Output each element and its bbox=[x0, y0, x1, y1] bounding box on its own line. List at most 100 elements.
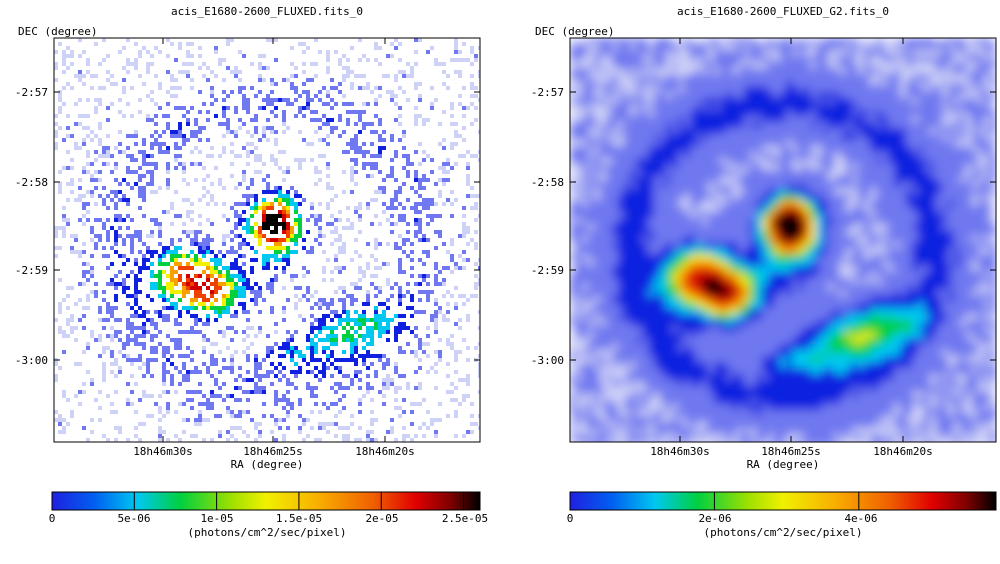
image-pixel bbox=[708, 50, 715, 57]
image-pixel bbox=[150, 286, 154, 290]
image-pixel bbox=[738, 98, 745, 105]
image-pixel bbox=[834, 56, 841, 63]
image-pixel bbox=[618, 122, 625, 129]
image-pixel bbox=[792, 116, 799, 123]
image-pixel bbox=[66, 126, 70, 130]
image-pixel bbox=[924, 50, 931, 57]
image-pixel bbox=[858, 134, 865, 141]
image-pixel bbox=[912, 68, 919, 75]
image-pixel bbox=[744, 80, 751, 87]
image-pixel bbox=[422, 198, 426, 202]
image-pixel bbox=[942, 140, 949, 147]
image-pixel bbox=[630, 188, 637, 195]
image-pixel bbox=[458, 378, 462, 382]
image-pixel bbox=[726, 38, 733, 45]
image-pixel bbox=[294, 98, 298, 102]
image-pixel bbox=[696, 182, 703, 189]
image-pixel bbox=[254, 170, 258, 174]
image-pixel bbox=[714, 146, 721, 153]
image-pixel bbox=[442, 70, 446, 74]
image-pixel bbox=[618, 80, 625, 87]
image-pixel bbox=[828, 62, 835, 69]
image-pixel bbox=[170, 250, 174, 254]
image-pixel bbox=[234, 274, 238, 278]
image-pixel bbox=[978, 74, 985, 81]
y-axis-label: DEC (degree) bbox=[18, 25, 97, 38]
image-pixel bbox=[94, 106, 98, 110]
image-pixel bbox=[294, 202, 298, 206]
image-pixel bbox=[422, 422, 426, 426]
image-pixel bbox=[262, 134, 266, 138]
image-pixel bbox=[454, 434, 458, 438]
image-pixel bbox=[94, 218, 98, 222]
image-pixel bbox=[350, 302, 354, 306]
image-pixel bbox=[570, 182, 577, 189]
image-pixel bbox=[238, 222, 242, 226]
image-pixel bbox=[660, 170, 667, 177]
image-pixel bbox=[678, 152, 685, 159]
image-pixel bbox=[858, 128, 865, 135]
image-pixel bbox=[226, 38, 230, 42]
image-pixel bbox=[864, 56, 871, 63]
image-pixel bbox=[362, 74, 366, 78]
image-pixel bbox=[948, 62, 955, 69]
image-pixel bbox=[94, 134, 98, 138]
image-pixel bbox=[130, 86, 134, 90]
image-pixel bbox=[198, 110, 202, 114]
image-pixel bbox=[762, 80, 769, 87]
image-pixel bbox=[214, 202, 218, 206]
image-pixel bbox=[282, 438, 286, 442]
image-pixel bbox=[126, 398, 130, 402]
image-pixel bbox=[214, 166, 218, 170]
image-pixel bbox=[306, 102, 310, 106]
image-pixel bbox=[912, 104, 919, 111]
image-pixel bbox=[672, 146, 679, 153]
colorbar-tick-label: 0 bbox=[49, 512, 56, 525]
image-pixel bbox=[618, 62, 625, 69]
image-pixel bbox=[648, 80, 655, 87]
image-pixel bbox=[894, 56, 901, 63]
image-pixel bbox=[570, 188, 577, 195]
image-pixel bbox=[660, 38, 667, 45]
image-pixel bbox=[158, 342, 162, 346]
image-pixel bbox=[654, 158, 661, 165]
image-pixel bbox=[822, 176, 829, 183]
image-pixel bbox=[70, 330, 74, 334]
image-pixel bbox=[398, 270, 402, 274]
image-pixel bbox=[858, 80, 865, 87]
image-pixel bbox=[888, 44, 895, 51]
image-pixel bbox=[570, 146, 577, 153]
image-pixel bbox=[450, 258, 454, 262]
image-pixel bbox=[206, 318, 210, 322]
image-pixel bbox=[624, 80, 631, 87]
image-pixel bbox=[390, 222, 394, 226]
image-pixel bbox=[756, 188, 763, 195]
image-pixel bbox=[852, 86, 859, 93]
image-pixel bbox=[314, 238, 318, 242]
image-pixel bbox=[762, 50, 769, 57]
image-pixel bbox=[358, 118, 362, 122]
image-pixel bbox=[266, 186, 270, 190]
image-pixel bbox=[708, 110, 715, 117]
image-pixel bbox=[182, 374, 186, 378]
image-pixel bbox=[774, 56, 781, 63]
image-pixel bbox=[238, 246, 242, 250]
image-pixel bbox=[138, 150, 142, 154]
image-pixel bbox=[906, 92, 913, 99]
image-pixel bbox=[142, 362, 146, 366]
image-pixel bbox=[166, 102, 170, 106]
image-pixel bbox=[458, 350, 462, 354]
image-pixel bbox=[410, 162, 414, 166]
image-pixel bbox=[612, 44, 619, 51]
image-pixel bbox=[114, 234, 118, 238]
image-pixel bbox=[206, 218, 210, 222]
image-pixel bbox=[322, 138, 326, 142]
image-pixel bbox=[696, 80, 703, 87]
image-pixel bbox=[250, 194, 254, 198]
image-pixel bbox=[708, 194, 715, 201]
image-pixel bbox=[702, 170, 709, 177]
image-pixel bbox=[294, 158, 298, 162]
image-pixel bbox=[822, 104, 829, 111]
image-pixel bbox=[354, 438, 358, 442]
image-pixel bbox=[366, 390, 370, 394]
